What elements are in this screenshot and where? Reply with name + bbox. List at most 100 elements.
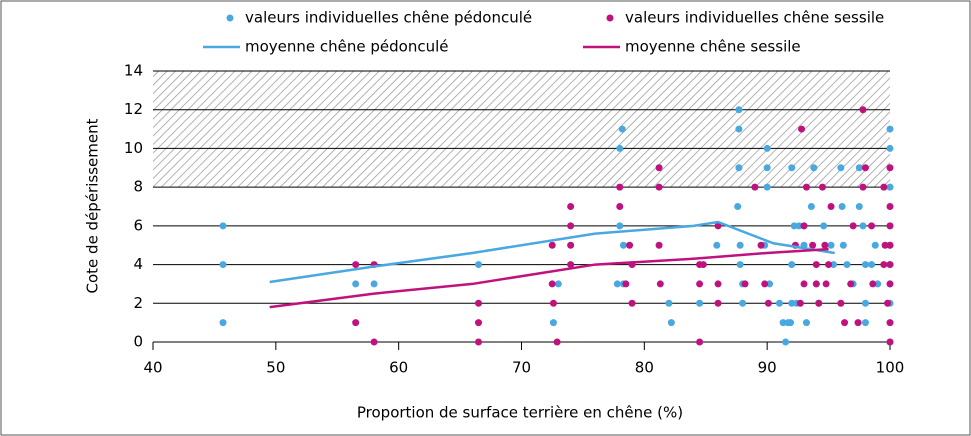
point bbox=[788, 299, 796, 307]
point bbox=[567, 222, 575, 230]
hatched-band bbox=[153, 71, 890, 188]
point bbox=[616, 144, 624, 152]
point bbox=[807, 203, 815, 210]
point bbox=[714, 280, 722, 288]
point bbox=[886, 261, 894, 269]
x-axis-label: Proportion de surface terrière en chêne … bbox=[357, 404, 683, 422]
point bbox=[475, 261, 483, 269]
point bbox=[861, 164, 869, 172]
x-tick-label: 40 bbox=[143, 359, 162, 377]
point bbox=[881, 241, 889, 249]
point bbox=[219, 319, 227, 327]
point bbox=[741, 280, 749, 288]
point bbox=[713, 241, 721, 249]
legend-label: moyenne chêne sessile bbox=[625, 38, 801, 56]
mean-line bbox=[269, 220, 835, 284]
point bbox=[736, 261, 744, 269]
point bbox=[735, 164, 743, 172]
legend-label: moyenne chêne pédonculé bbox=[245, 38, 449, 56]
point bbox=[735, 125, 743, 133]
x-tick-label: 100 bbox=[876, 359, 905, 377]
point bbox=[829, 261, 837, 269]
point bbox=[886, 183, 894, 191]
point bbox=[352, 261, 360, 269]
point bbox=[880, 261, 888, 269]
y-tick-label: 0 bbox=[133, 333, 143, 351]
point bbox=[886, 164, 894, 172]
point bbox=[822, 280, 830, 288]
point bbox=[751, 183, 759, 191]
point bbox=[839, 241, 847, 249]
point bbox=[736, 241, 744, 249]
point bbox=[622, 280, 630, 288]
point bbox=[763, 183, 771, 191]
point bbox=[763, 144, 771, 152]
point bbox=[219, 222, 227, 230]
point bbox=[619, 241, 627, 249]
point bbox=[886, 144, 894, 152]
point bbox=[795, 222, 803, 230]
x-tick-label: 50 bbox=[266, 359, 285, 377]
point bbox=[800, 222, 808, 230]
point bbox=[802, 319, 810, 327]
x-tick-label: 60 bbox=[389, 359, 408, 377]
point bbox=[665, 299, 673, 307]
point bbox=[775, 299, 783, 307]
point bbox=[886, 319, 894, 327]
point bbox=[859, 183, 867, 191]
point bbox=[475, 299, 483, 307]
point bbox=[869, 280, 877, 288]
point bbox=[843, 261, 851, 269]
y-tick-label: 14 bbox=[124, 62, 143, 80]
point bbox=[714, 299, 722, 307]
point bbox=[628, 299, 636, 307]
point bbox=[861, 319, 869, 327]
point bbox=[699, 261, 707, 269]
point bbox=[548, 280, 556, 288]
point bbox=[827, 203, 835, 210]
point bbox=[475, 319, 483, 327]
point bbox=[739, 299, 747, 307]
point bbox=[667, 319, 675, 327]
point bbox=[352, 319, 360, 327]
point bbox=[764, 299, 772, 307]
point bbox=[868, 222, 876, 230]
y-tick-label: 12 bbox=[124, 100, 143, 118]
point bbox=[871, 241, 879, 249]
point bbox=[838, 203, 846, 210]
point bbox=[884, 299, 892, 307]
point bbox=[874, 280, 882, 288]
x-tick-label: 80 bbox=[635, 359, 654, 377]
point bbox=[696, 299, 704, 307]
point bbox=[655, 241, 663, 249]
point bbox=[798, 125, 806, 133]
point bbox=[818, 183, 826, 191]
point bbox=[788, 164, 796, 172]
y-tick-label: 8 bbox=[133, 178, 143, 196]
point bbox=[880, 183, 888, 191]
point bbox=[886, 222, 894, 230]
point bbox=[837, 299, 845, 307]
point bbox=[616, 222, 624, 230]
mean-line bbox=[269, 247, 829, 309]
legend-label: valeurs individuelles chêne sessile bbox=[625, 9, 884, 27]
point bbox=[886, 203, 894, 210]
point bbox=[618, 125, 626, 133]
point bbox=[809, 241, 817, 249]
point bbox=[810, 164, 818, 172]
point bbox=[766, 280, 774, 288]
point bbox=[763, 164, 771, 172]
point bbox=[825, 261, 833, 269]
point bbox=[554, 280, 562, 288]
point bbox=[548, 241, 556, 249]
point bbox=[849, 222, 857, 230]
point bbox=[820, 222, 828, 230]
legend-marker bbox=[226, 14, 234, 22]
point bbox=[655, 164, 663, 172]
point bbox=[886, 241, 894, 249]
point bbox=[854, 319, 862, 327]
point bbox=[782, 338, 790, 346]
point bbox=[567, 203, 575, 210]
point bbox=[757, 241, 765, 249]
